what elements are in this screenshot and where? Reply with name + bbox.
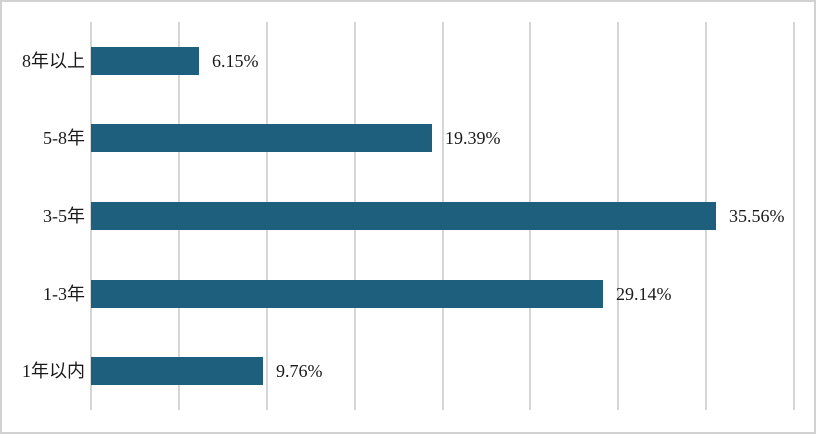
category-label: 1年以内 (22, 361, 85, 381)
value-label: 9.76% (276, 361, 323, 381)
category-label: 5-8年 (43, 128, 85, 148)
bar[interactable] (91, 202, 716, 230)
value-label: 6.15% (212, 51, 259, 71)
vertical-gridline (793, 22, 795, 410)
bar[interactable] (91, 357, 263, 385)
bar[interactable] (91, 47, 199, 75)
value-label: 35.56% (729, 206, 785, 226)
category-label: 1-3年 (43, 284, 85, 304)
bar[interactable] (91, 280, 603, 308)
bar[interactable] (91, 124, 432, 152)
category-label: 3-5年 (43, 206, 85, 226)
value-label: 29.14% (616, 284, 672, 304)
category-label: 8年以上 (22, 51, 85, 71)
value-label: 19.39% (445, 128, 501, 148)
